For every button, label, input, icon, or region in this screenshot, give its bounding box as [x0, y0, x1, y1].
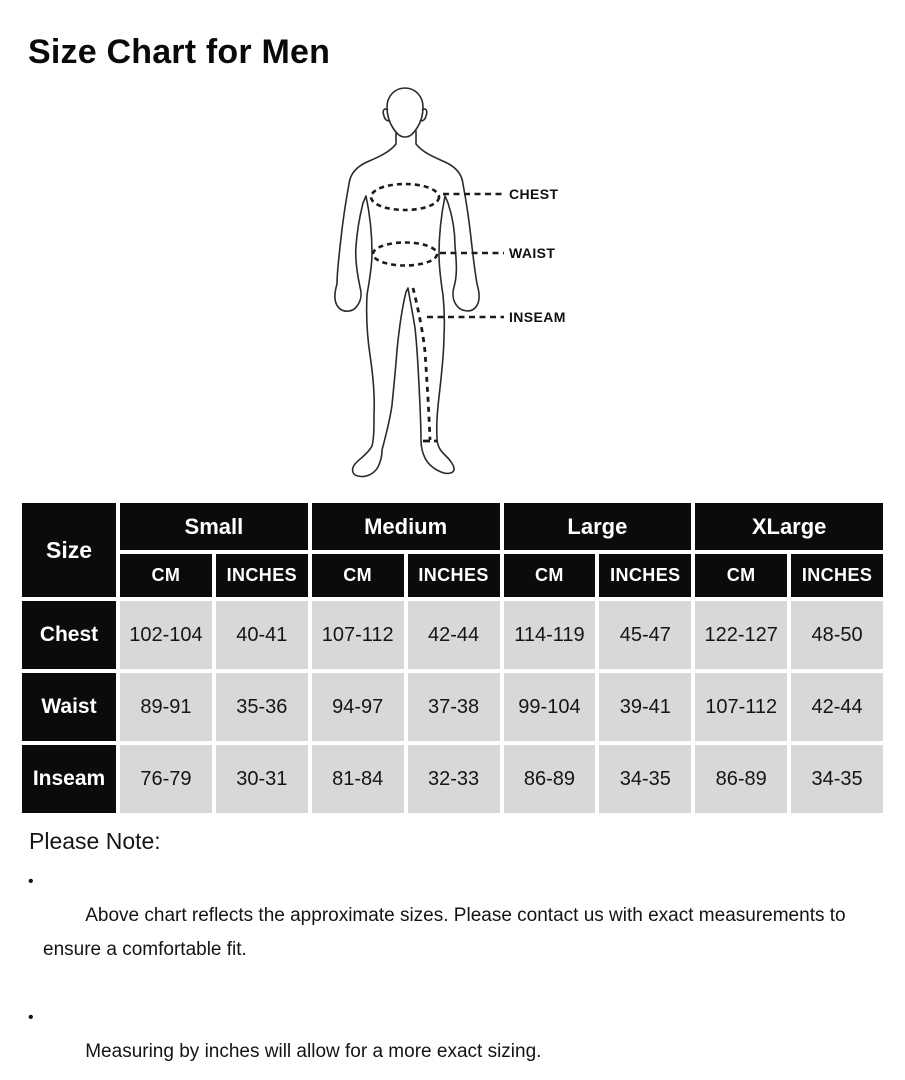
bullet-icon: •: [28, 873, 34, 890]
inseam-label: INSEAM: [509, 309, 566, 325]
waist-small-inches: 35-36: [215, 673, 308, 741]
waist-medium-inches: 37-38: [407, 673, 500, 741]
chest-medium-inches: 42-44: [407, 601, 500, 669]
waist-label: WAIST: [509, 245, 555, 261]
inseam-small-cm: 76-79: [120, 745, 212, 813]
chest-large-inches: 45-47: [599, 601, 692, 669]
waist-large-inches: 39-41: [599, 673, 692, 741]
inseam-xlarge-inches: 34-35: [791, 745, 883, 813]
inseam-measurement-line: [411, 287, 432, 441]
unit-header-xlarge-inches: INCHES: [791, 554, 883, 597]
waist-medium-cm: 94-97: [311, 673, 404, 741]
unit-header-large-cm: CM: [503, 554, 596, 597]
chest-small-inches: 40-41: [215, 601, 308, 669]
figure-head: [386, 87, 424, 138]
notes-list: • Above chart reflects the approximate si…: [28, 865, 889, 1080]
size-chart-table: Size Small Medium Large XLarge CM INCHES…: [22, 503, 883, 813]
bullet-icon: •: [28, 1009, 34, 1026]
row-label-chest: Chest: [22, 601, 116, 669]
waist-large-cm: 99-104: [503, 673, 596, 741]
unit-header-medium-cm: CM: [311, 554, 404, 597]
body-figure-svg: CHEST WAIST INSEAM: [334, 87, 566, 478]
table-header-xlarge: XLarge: [695, 503, 883, 550]
chest-measurement-ellipse: [369, 182, 441, 212]
table-header-small: Small: [120, 503, 308, 550]
page-title: Size Chart for Men: [28, 32, 331, 71]
table-header-large: Large: [503, 503, 692, 550]
inseam-xlarge-cm: 86-89: [695, 745, 788, 813]
table-header-size: Size: [22, 503, 116, 597]
waist-small-cm: 89-91: [120, 673, 212, 741]
row-label-waist: Waist: [22, 673, 116, 741]
waist-measurement-ellipse: [371, 241, 439, 267]
inseam-large-cm: 86-89: [503, 745, 596, 813]
unit-header-medium-inches: INCHES: [407, 554, 500, 597]
chest-large-cm: 114-119: [503, 601, 596, 669]
inseam-medium-inches: 32-33: [407, 745, 500, 813]
unit-header-small-inches: INCHES: [215, 554, 308, 597]
row-label-inseam: Inseam: [22, 745, 116, 813]
note-text: Measuring by inches will allow for a mor…: [85, 1041, 542, 1062]
chest-label: CHEST: [509, 186, 558, 202]
chest-xlarge-inches: 48-50: [791, 601, 883, 669]
unit-header-large-inches: INCHES: [599, 554, 692, 597]
inseam-medium-cm: 81-84: [311, 745, 404, 813]
note-item: • Above chart reflects the approximate si…: [28, 865, 889, 1001]
unit-header-small-cm: CM: [120, 554, 212, 597]
waist-xlarge-inches: 42-44: [791, 673, 883, 741]
chest-small-cm: 102-104: [120, 601, 212, 669]
human-figure-outline: [334, 130, 480, 478]
notes-title: Please Note:: [29, 828, 161, 854]
notes-section: Please Note: • Above chart reflects the a…: [28, 828, 889, 1080]
unit-header-xlarge-cm: CM: [695, 554, 788, 597]
figure-right-ear: [419, 108, 428, 122]
note-item: • Measuring by inches will allow for a mo…: [28, 1001, 889, 1080]
chest-xlarge-cm: 122-127: [695, 601, 788, 669]
table-header-medium: Medium: [311, 503, 500, 550]
inseam-large-inches: 34-35: [599, 745, 692, 813]
figure-left-ear: [382, 108, 391, 122]
inseam-small-inches: 30-31: [215, 745, 308, 813]
note-text: Above chart reflects the approximate siz…: [43, 905, 846, 960]
chest-medium-cm: 107-112: [311, 601, 404, 669]
waist-xlarge-cm: 107-112: [695, 673, 788, 741]
body-measurement-diagram: CHEST WAIST INSEAM: [0, 60, 905, 500]
